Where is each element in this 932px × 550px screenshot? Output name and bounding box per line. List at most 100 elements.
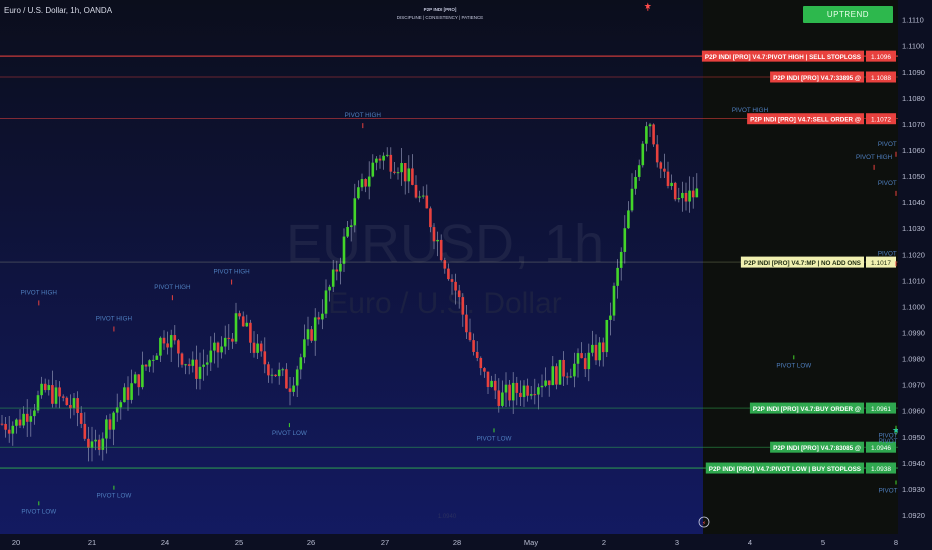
pivot-label: PIVOT HIGH — [154, 284, 191, 291]
candle-up — [101, 438, 105, 450]
price-tick-label: 1.1010 — [902, 276, 925, 285]
candle-up — [213, 342, 216, 351]
candle-down — [87, 438, 90, 448]
level-label-box — [770, 71, 864, 83]
candle-up — [159, 337, 162, 356]
candle-up — [501, 392, 504, 406]
candle-up — [627, 210, 630, 229]
candle-down — [555, 366, 558, 385]
level-label-box — [701, 50, 864, 62]
price-tick-label: 1.1090 — [902, 68, 925, 77]
candle-down — [425, 195, 429, 209]
pivot-label: PIVOT LOW — [272, 430, 307, 437]
price-tick-label: 1.0980 — [902, 355, 925, 364]
candle-down — [61, 396, 65, 398]
pivot-label: PIVOT HIGH — [630, 0, 667, 2]
candle-up — [277, 369, 281, 377]
candle-up — [342, 236, 346, 264]
candle-up — [90, 441, 94, 448]
brand-title: P2P INDI [PRO] — [423, 7, 457, 12]
candle-up — [375, 158, 378, 163]
candle-down — [493, 380, 497, 391]
candle-up — [400, 163, 403, 173]
candle-down — [162, 337, 166, 344]
candle-down — [562, 359, 565, 377]
candle-down — [238, 313, 241, 317]
candle-down — [43, 383, 47, 391]
price-tick-label: 1.1030 — [902, 224, 925, 233]
candle-up — [346, 227, 349, 237]
candle-down — [231, 338, 234, 342]
candle-down — [547, 380, 551, 386]
candle-up — [569, 376, 573, 378]
candle-up — [151, 359, 155, 361]
price-tag — [866, 71, 896, 83]
candle-down — [83, 423, 87, 439]
price-tick-label: 1.1060 — [902, 146, 925, 155]
candle-down — [180, 353, 184, 365]
candle-down — [18, 419, 22, 426]
candle-down — [144, 364, 148, 367]
price-tick-label: 1.0950 — [902, 433, 925, 442]
candle-up — [357, 187, 360, 199]
candle-down — [274, 374, 277, 377]
level-label-box — [740, 256, 864, 268]
candle-up — [529, 394, 533, 396]
candle-up — [223, 337, 227, 347]
candle-up — [609, 315, 612, 320]
candle-down — [227, 337, 231, 339]
uptrend-button[interactable]: UPTREND — [803, 6, 893, 23]
candle-down — [25, 413, 29, 422]
candle-up — [612, 285, 616, 316]
candle-down — [389, 154, 393, 172]
candle-up — [130, 383, 133, 400]
candle-up — [616, 267, 619, 286]
pivot-star-icon: ★ — [892, 426, 900, 436]
pivot-label: PIVOT HIGH — [345, 112, 382, 119]
candle-down — [519, 392, 522, 398]
candle-up — [29, 416, 33, 422]
pivot-label: PIVOT HIGH — [96, 315, 133, 322]
candle-up — [313, 317, 317, 341]
candle-up — [220, 346, 223, 353]
price-tick-label: 1.1100 — [902, 42, 924, 51]
price-tick-label: 1.0920 — [902, 511, 925, 520]
candle-up — [119, 402, 123, 408]
time-tick-label: 20 — [12, 538, 20, 547]
level-label: P2P INDI [PRO] V4.7:PIVOT HIGH | SELL ST… — [705, 54, 861, 61]
candle-up — [169, 335, 173, 348]
candle-up — [598, 342, 601, 361]
candle-down — [249, 322, 252, 343]
candle-up — [385, 154, 389, 156]
candle-down — [429, 208, 432, 228]
candle-up — [40, 383, 43, 396]
price-tag-label: 1.0961 — [871, 406, 891, 413]
candle-up — [324, 290, 328, 314]
candle-down — [457, 290, 461, 298]
candle-up — [540, 385, 544, 388]
price-tick-label: 1.1080 — [902, 94, 925, 103]
level-label-box — [770, 441, 864, 453]
candle-up — [148, 360, 151, 367]
pivot-label: PIVOT HIGH — [856, 154, 893, 161]
time-axis[interactable] — [0, 534, 932, 550]
candle-down — [497, 390, 501, 406]
level-label: P2P INDI [PRO] V4.7:83085 @ — [773, 445, 861, 452]
candle-up — [198, 366, 202, 379]
candle-down — [515, 382, 519, 393]
candle-down — [97, 439, 101, 450]
level-label-box — [705, 462, 864, 474]
candle-down — [443, 260, 447, 269]
candle-down — [187, 364, 191, 366]
price-axis[interactable] — [898, 0, 932, 550]
candle-up — [331, 269, 335, 287]
price-tag-label: 1.1096 — [871, 54, 891, 61]
lightning-icon[interactable] — [698, 516, 710, 528]
price-tick-label: 1.1020 — [902, 250, 925, 259]
pivot-label: PIVOT LOW — [776, 362, 811, 369]
candle-down — [486, 371, 490, 387]
candle-down — [252, 342, 256, 353]
pivot-label: PIVOT LOW — [879, 433, 914, 440]
